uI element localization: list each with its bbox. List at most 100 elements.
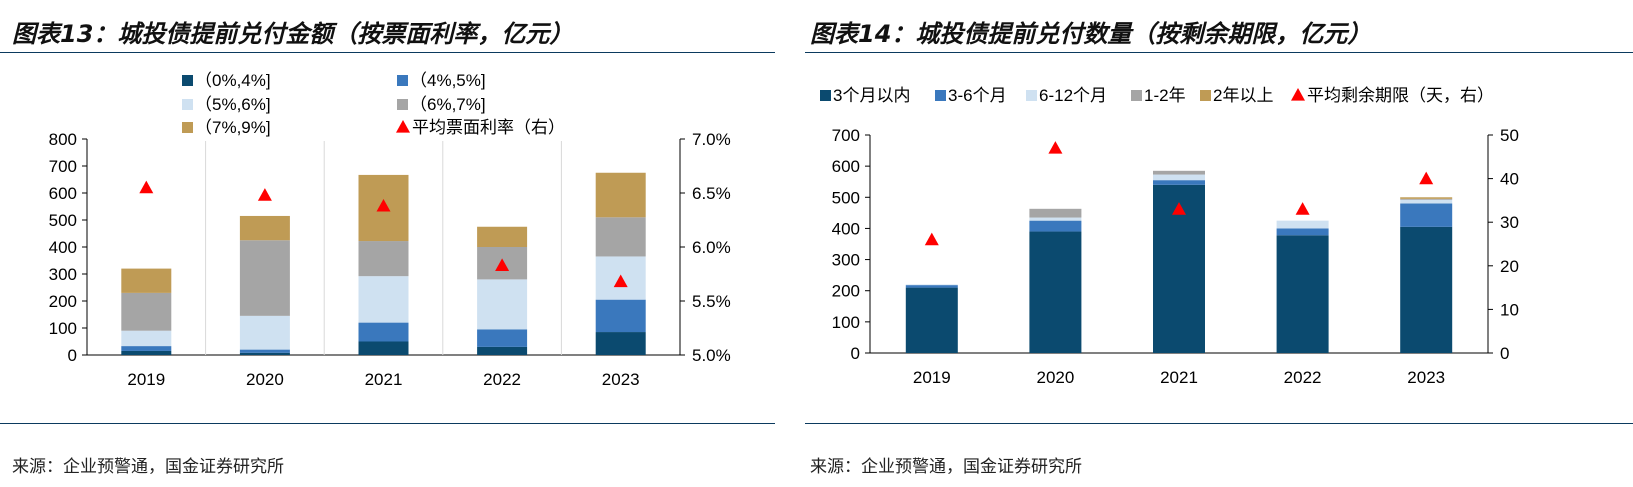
left-bar-segment xyxy=(239,240,290,316)
right-bar-segment xyxy=(905,284,958,286)
left-y2-tick-label: 6.5% xyxy=(692,184,731,203)
left-y-tick-label: 300 xyxy=(49,265,77,284)
left-bar-segment xyxy=(358,241,409,277)
left-x-tick-label: 2022 xyxy=(483,370,521,389)
right-bar-segment xyxy=(1400,199,1453,204)
left-bar-segment xyxy=(477,329,528,347)
left-legend-swatch xyxy=(182,99,193,110)
left-bar-segment xyxy=(121,346,172,351)
left-legend-label: 平均票面利率（右） xyxy=(412,118,565,137)
right-source-note: 来源：企业预警通，国金证券研究所 xyxy=(810,457,1082,477)
left-y2-tick-label: 7.0% xyxy=(692,130,731,149)
right-y2-tick-label: 40 xyxy=(1500,170,1519,189)
left-avg-marker xyxy=(257,188,272,201)
left-bar-segment xyxy=(477,226,528,247)
left-x-tick-label: 2019 xyxy=(127,370,165,389)
left-title-rule xyxy=(0,52,775,53)
right-legend-swatch xyxy=(820,90,831,101)
left-y-tick-label: 200 xyxy=(49,292,77,311)
right-y-tick-label: 600 xyxy=(832,157,860,176)
right-x-tick-label: 2023 xyxy=(1407,368,1445,387)
right-y-tick-label: 200 xyxy=(832,282,860,301)
left-legend-swatch xyxy=(182,75,193,86)
right-y-tick-label: 700 xyxy=(832,126,860,145)
left-avg-marker xyxy=(495,258,510,271)
left-avg-marker xyxy=(139,180,154,194)
left-stacked-bar-chart: 0 100 200 300 400 500 600 700 800 5.0% 5.5% 6.0% 6.5… xyxy=(49,71,731,389)
left-source-note: 来源：企业预警通，国金证券研究所 xyxy=(12,457,284,477)
left-bar-segment xyxy=(477,346,528,355)
right-y-tick-label: 0 xyxy=(851,344,860,363)
right-legend-label: 6-12个月 xyxy=(1039,86,1107,105)
left-x-tick-label: 2023 xyxy=(602,370,640,389)
left-legend-triangle xyxy=(396,120,410,133)
right-bar-segment xyxy=(1029,231,1082,353)
left-avg-marker xyxy=(376,198,391,212)
right-bar-segment xyxy=(1153,170,1205,175)
left-avg-marker xyxy=(613,274,628,288)
left-y-tick-label: 400 xyxy=(49,238,77,257)
right-y-tick-label: 100 xyxy=(832,313,860,332)
right-bar-segment xyxy=(1400,226,1453,353)
right-x-tick-label: 2020 xyxy=(1036,368,1074,387)
right-x-tick-label: 2021 xyxy=(1160,368,1198,387)
left-legend-swatch xyxy=(182,122,193,133)
right-bar-segment xyxy=(1153,180,1205,185)
left-bar-segment xyxy=(595,332,646,355)
left-y-tick-label: 600 xyxy=(49,184,77,203)
left-y2-tick-label: 6.0% xyxy=(692,238,731,257)
left-bar-segment xyxy=(121,292,172,331)
left-legend-label: （7%,9%] xyxy=(195,118,271,137)
left-legend-label: （4%,5%] xyxy=(410,71,486,90)
right-legend-swatch xyxy=(1131,90,1142,101)
right-legend-label: 平均剩余期限（天，右） xyxy=(1307,86,1494,105)
right-bar-segment xyxy=(1029,217,1082,221)
left-y-tick-label: 500 xyxy=(49,211,77,230)
left-chart-title: 图表13：城投债提前兑付金额（按票面利率，亿元） xyxy=(12,20,574,48)
left-bar-segment xyxy=(595,299,646,333)
left-y-tick-label: 100 xyxy=(49,319,77,338)
left-bar-segment xyxy=(239,349,290,353)
right-bar-segment xyxy=(1400,203,1453,227)
right-bar-segment xyxy=(1029,220,1082,232)
left-y-tick-label: 700 xyxy=(49,157,77,176)
right-legend-label: 2年以上 xyxy=(1213,86,1273,105)
right-bar-segment xyxy=(905,287,958,353)
right-y2-tick-label: 0 xyxy=(1500,344,1509,363)
right-bar-segment xyxy=(1400,198,1453,200)
left-y-tick-label: 800 xyxy=(49,130,77,149)
left-bottom-rule xyxy=(0,423,775,424)
right-bar-segment xyxy=(1029,208,1082,218)
right-legend-swatch xyxy=(1026,90,1037,101)
right-y2-tick-label: 30 xyxy=(1500,213,1519,232)
left-bar-segment xyxy=(239,352,290,355)
left-x-tick-label: 2021 xyxy=(365,370,403,389)
left-x-tick-label: 2020 xyxy=(246,370,284,389)
left-legend-label: （5%,6%] xyxy=(195,95,271,114)
right-x-tick-label: 2019 xyxy=(913,368,951,387)
right-bar-segment xyxy=(1153,174,1205,181)
left-legend-swatch xyxy=(397,75,408,86)
right-avg-marker xyxy=(924,232,939,246)
right-avg-marker xyxy=(1295,202,1310,215)
right-legend-triangle xyxy=(1291,88,1305,101)
right-legend-swatch xyxy=(935,90,946,101)
right-legend-label: 3个月以内 xyxy=(833,86,910,105)
right-y-tick-label: 300 xyxy=(832,251,860,270)
left-bar-segment xyxy=(121,330,172,347)
right-bar-segment xyxy=(1276,228,1329,236)
left-y-tick-label: 0 xyxy=(68,346,77,365)
left-bar-segment xyxy=(358,341,409,355)
left-y2-tick-label: 5.0% xyxy=(692,346,731,365)
left-legend-label: （6%,7%] xyxy=(410,95,486,114)
left-legend-label: （0%,4%] xyxy=(195,71,271,90)
left-bar-segment xyxy=(595,172,646,218)
left-bar-segment xyxy=(595,217,646,257)
left-bar-segment xyxy=(239,215,290,241)
right-title-rule xyxy=(805,52,1633,53)
left-bar-segment xyxy=(358,322,409,342)
right-chart-title: 图表14：城投债提前兑付数量（按剩余期限，亿元） xyxy=(810,20,1372,48)
right-avg-marker xyxy=(1172,202,1186,215)
left-bar-segment xyxy=(239,315,290,350)
